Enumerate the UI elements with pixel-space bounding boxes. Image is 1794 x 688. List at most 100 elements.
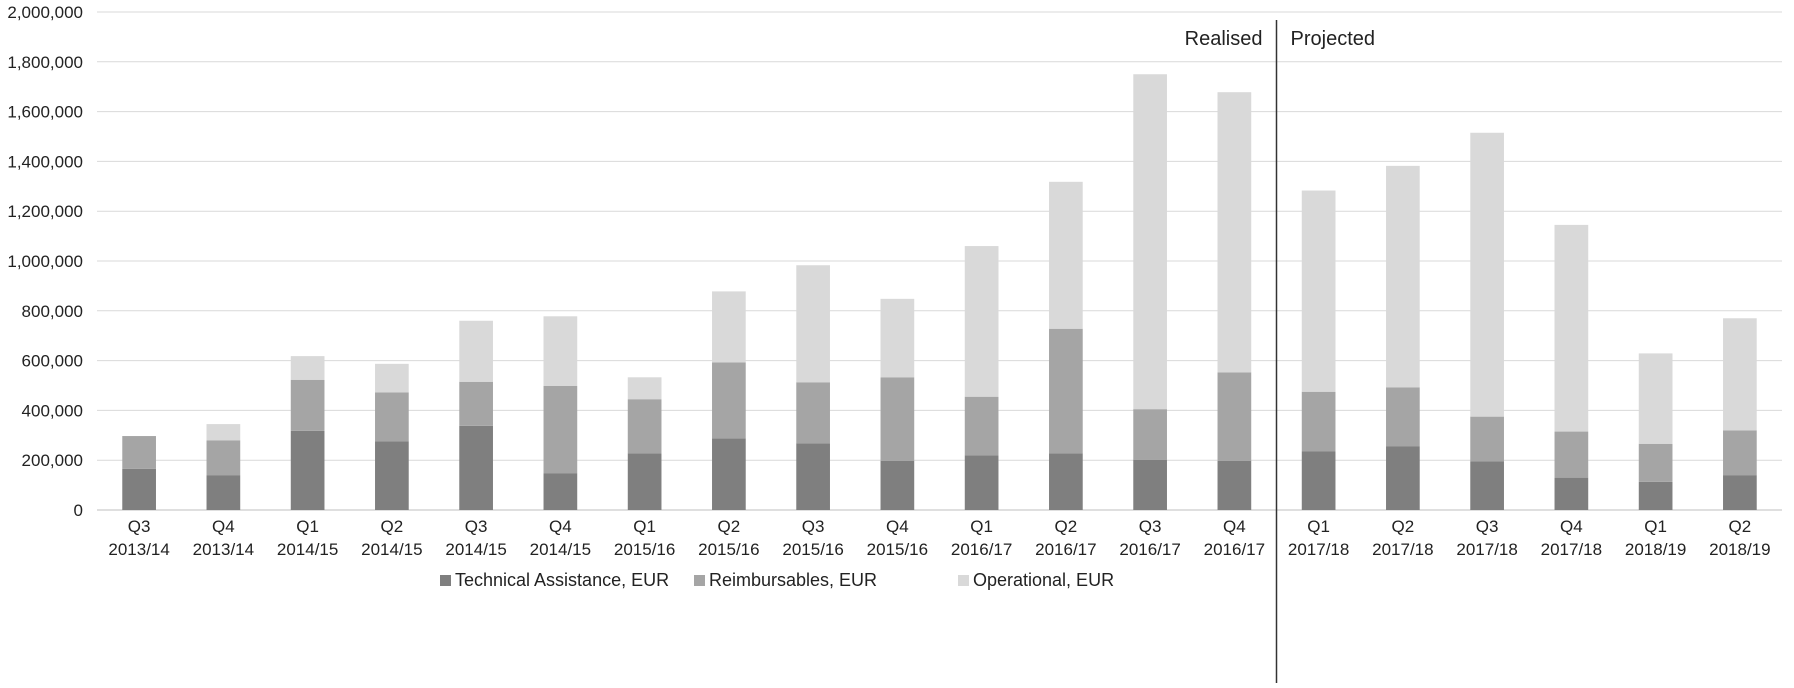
gridlines — [97, 11, 1782, 511]
y-tick-label: 2,000,000 — [7, 3, 83, 22]
bar-segment-technical-assistance — [1470, 461, 1504, 510]
x-tick-label-quarter: Q4 — [1223, 517, 1246, 536]
bar-segment-reimbursables — [1723, 430, 1757, 476]
x-tick-label-quarter: Q1 — [296, 517, 319, 536]
bar-segment-reimbursables — [1301, 391, 1336, 452]
legend: Technical Assistance, EUR Reimbursables, … — [440, 570, 1114, 590]
x-tick-label-quarter: Q2 — [381, 517, 404, 536]
x-tick-label-year: 2015/16 — [867, 540, 928, 559]
x-tick-label-year: 2016/17 — [1204, 540, 1265, 559]
x-tick-label-quarter: Q1 — [633, 517, 656, 536]
bar-segment-reimbursables — [206, 440, 241, 476]
bar-segment-technical-assistance — [122, 468, 156, 510]
bar-segment-reimbursables — [1133, 409, 1167, 460]
x-tick-label-year: 2014/15 — [530, 540, 591, 559]
bar-segment-technical-assistance — [712, 438, 746, 510]
bar-segment-operational — [1638, 353, 1673, 444]
bar-segment-operational — [712, 291, 746, 363]
bar-segment-operational — [1133, 74, 1167, 410]
x-tick-label-quarter: Q1 — [1644, 517, 1667, 536]
x-tick-label-quarter: Q3 — [802, 517, 825, 536]
bar-segment-technical-assistance — [796, 443, 830, 510]
x-tick-label-year: 2017/18 — [1288, 540, 1349, 559]
x-tick-label-year: 2016/17 — [1035, 540, 1096, 559]
bar-segment-reimbursables — [964, 396, 999, 456]
bar-segment-operational — [543, 316, 578, 386]
x-tick-label-year: 2018/19 — [1709, 540, 1770, 559]
bar-segment-reimbursables — [375, 392, 409, 442]
y-tick-label: 1,800,000 — [7, 53, 83, 72]
bar-segment-technical-assistance — [1049, 453, 1083, 510]
bar-segment-operational — [1386, 165, 1420, 388]
x-tick-label-quarter: Q3 — [1476, 517, 1499, 536]
bar-segment-technical-assistance — [1217, 460, 1252, 510]
y-tick-label: 800,000 — [22, 302, 83, 321]
x-tick-label-year: 2013/14 — [193, 540, 254, 559]
x-tick-label-quarter: Q4 — [212, 517, 235, 536]
bar-segment-operational — [1723, 318, 1757, 431]
y-axis-tick-labels: 0 200,000 400,000 600,000 800,000 1,000,000 1,… — [7, 3, 83, 520]
x-tick-label-quarter: Q3 — [128, 517, 151, 536]
legend-label: Operational, EUR — [973, 570, 1114, 590]
x-tick-label-year: 2017/18 — [1456, 540, 1517, 559]
x-tick-label-year: 2015/16 — [698, 540, 759, 559]
bar-segment-technical-assistance — [206, 475, 241, 510]
legend-swatch — [694, 575, 705, 586]
bar-segment-technical-assistance — [1133, 459, 1167, 510]
x-tick-label-year: 2016/17 — [1119, 540, 1180, 559]
y-tick-label: 200,000 — [22, 451, 83, 470]
x-tick-label-year: 2013/14 — [108, 540, 169, 559]
x-tick-label-quarter: Q1 — [1307, 517, 1330, 536]
bar-segment-technical-assistance — [880, 460, 915, 510]
bar-segment-operational — [1470, 132, 1504, 417]
bar-segment-technical-assistance — [1386, 446, 1420, 510]
bar-segment-reimbursables — [880, 377, 915, 461]
x-tick-label-year: 2014/15 — [445, 540, 506, 559]
bar-segment-reimbursables — [1217, 372, 1252, 461]
bar-segment-technical-assistance — [1554, 477, 1589, 510]
x-tick-label-quarter: Q4 — [549, 517, 572, 536]
legend-label: Technical Assistance, EUR — [455, 570, 669, 590]
x-tick-label-quarter: Q1 — [970, 517, 993, 536]
bar-segment-reimbursables — [627, 399, 662, 454]
bar-segment-reimbursables — [459, 381, 493, 426]
bar-segment-reimbursables — [543, 385, 578, 474]
x-tick-label-year: 2015/16 — [614, 540, 675, 559]
x-tick-label-quarter: Q4 — [1560, 517, 1583, 536]
x-axis-tick-labels: Q3 2013/14 Q4 2013/14 Q1 2014/15 Q2 2014/15 Q3 20… — [108, 517, 1770, 559]
x-tick-label-year: 2015/16 — [782, 540, 843, 559]
legend-label: Reimbursables, EUR — [709, 570, 877, 590]
bar-segment-technical-assistance — [290, 430, 325, 510]
bar-segment-technical-assistance — [1638, 481, 1673, 510]
x-tick-label-year: 2018/19 — [1625, 540, 1686, 559]
y-tick-label: 0 — [74, 501, 83, 520]
legend-swatch — [958, 575, 969, 586]
bar-segment-operational — [1554, 224, 1589, 432]
y-tick-label: 1,000,000 — [7, 252, 83, 271]
bar-segment-operational — [1217, 92, 1252, 373]
bar-segment-technical-assistance — [1723, 475, 1757, 510]
x-tick-label-quarter: Q2 — [1729, 517, 1752, 536]
y-tick-label: 600,000 — [22, 352, 83, 371]
bar-segment-reimbursables — [122, 436, 156, 469]
x-tick-label-year: 2017/18 — [1541, 540, 1602, 559]
bar-segment-operational — [206, 424, 241, 441]
bars — [122, 74, 1757, 510]
bar-segment-technical-assistance — [459, 425, 493, 510]
x-tick-label-year: 2017/18 — [1372, 540, 1433, 559]
y-tick-label: 1,200,000 — [7, 202, 83, 221]
y-tick-label: 1,600,000 — [7, 103, 83, 122]
x-tick-label-quarter: Q3 — [465, 517, 488, 536]
bar-segment-operational — [459, 320, 493, 382]
bar-segment-reimbursables — [1470, 416, 1504, 462]
x-tick-label-year: 2014/15 — [277, 540, 338, 559]
bar-segment-operational — [1049, 181, 1083, 329]
bar-segment-technical-assistance — [627, 453, 662, 510]
bar-segment-reimbursables — [290, 379, 325, 431]
bar-segment-reimbursables — [1554, 431, 1589, 478]
bar-segment-operational — [880, 298, 915, 378]
bar-segment-technical-assistance — [1301, 451, 1336, 510]
projected-label: Projected — [1291, 28, 1376, 50]
